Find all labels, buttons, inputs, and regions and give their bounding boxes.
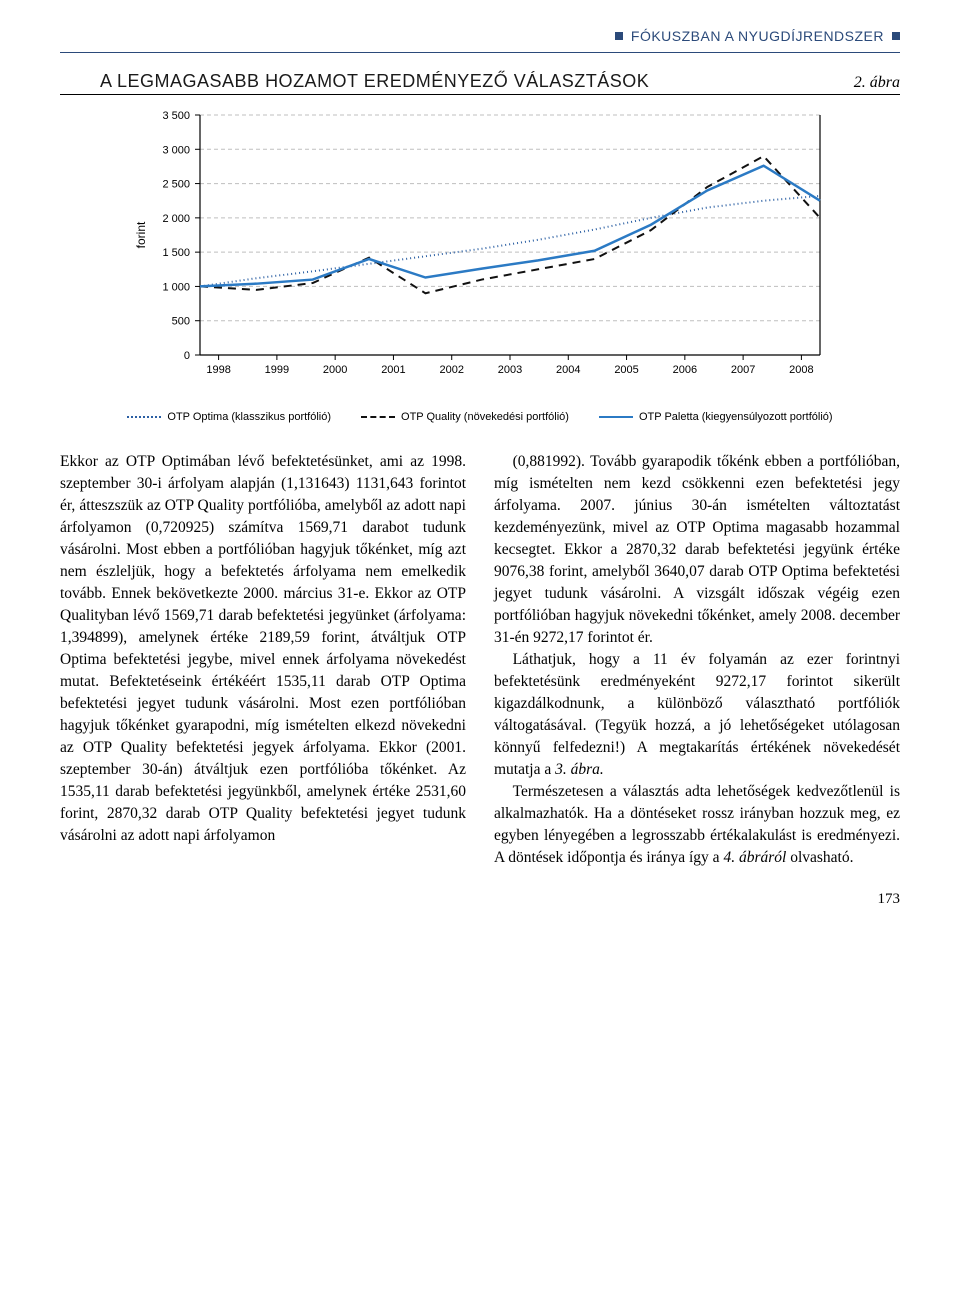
legend-swatch: [599, 416, 633, 418]
figure-title: A LEGMAGASABB HOZAMOT EREDMÉNYEZŐ VÁLASZ…: [60, 71, 649, 92]
svg-text:0: 0: [184, 350, 190, 362]
svg-text:2000: 2000: [323, 364, 347, 376]
svg-text:2006: 2006: [673, 364, 697, 376]
paragraph: Természetesen a választás adta lehetőség…: [494, 781, 900, 869]
svg-text:1998: 1998: [206, 364, 230, 376]
legend-label: OTP Optima (klasszikus portfólió): [167, 411, 331, 423]
page-number: 173: [60, 891, 900, 908]
paragraph: Láthatjuk, hogy a 11 év folyamán az ezer…: [494, 649, 900, 781]
svg-text:3 000: 3 000: [162, 144, 190, 156]
figure-number: 2. ábra: [854, 74, 900, 92]
legend-item: OTP Paletta (kiegyensúlyozott portfólió): [599, 411, 833, 423]
figure-rule: [60, 94, 900, 95]
svg-text:2 500: 2 500: [162, 179, 190, 191]
header-square-right: [892, 32, 900, 40]
paragraph: Ekkor az OTP Optimában lévő befektetésün…: [60, 451, 466, 847]
svg-text:2002: 2002: [439, 364, 463, 376]
running-header: FÓKUSZBAN A NYUGDÍJRENDSZER: [60, 28, 900, 44]
svg-text:2005: 2005: [614, 364, 638, 376]
legend-item: OTP Optima (klasszikus portfólió): [127, 411, 331, 423]
svg-text:1 000: 1 000: [162, 281, 190, 293]
paragraph: (0,881992). Tovább gyarapodik tőkénk ebb…: [494, 451, 900, 649]
running-title: FÓKUSZBAN A NYUGDÍJRENDSZER: [631, 28, 884, 44]
svg-text:2003: 2003: [498, 364, 522, 376]
svg-text:2 000: 2 000: [162, 213, 190, 225]
page: FÓKUSZBAN A NYUGDÍJRENDSZER A LEGMAGASAB…: [0, 0, 960, 948]
chart-legend: OTP Optima (klasszikus portfólió) OTP Qua…: [60, 411, 900, 423]
svg-text:2001: 2001: [381, 364, 405, 376]
legend-label: OTP Paletta (kiegyensúlyozott portfólió): [639, 411, 833, 423]
svg-text:1 500: 1 500: [162, 247, 190, 259]
body-text: Ekkor az OTP Optimában lévő befektetésün…: [60, 451, 900, 869]
header-rule: [60, 52, 900, 53]
header-square-left: [615, 32, 623, 40]
svg-text:2004: 2004: [556, 364, 580, 376]
legend-swatch: [127, 416, 161, 418]
svg-text:3 500: 3 500: [162, 110, 190, 122]
legend-label: OTP Quality (növekedési portfólió): [401, 411, 569, 423]
legend-swatch: [361, 416, 395, 418]
svg-text:1999: 1999: [265, 364, 289, 376]
chart-container: 0 500 1 000 1 500 2 000 2 500 3 000 3 500 1998 19…: [60, 105, 900, 423]
svg-text:2008: 2008: [789, 364, 813, 376]
svg-text:500: 500: [172, 316, 190, 328]
svg-text:2007: 2007: [731, 364, 755, 376]
figure-header: A LEGMAGASABB HOZAMOT EREDMÉNYEZŐ VÁLASZ…: [60, 71, 900, 92]
line-chart: 0 500 1 000 1 500 2 000 2 500 3 000 3 500 1998 19…: [100, 105, 860, 405]
svg-text:forint: forint: [134, 221, 148, 248]
legend-item: OTP Quality (növekedési portfólió): [361, 411, 569, 423]
